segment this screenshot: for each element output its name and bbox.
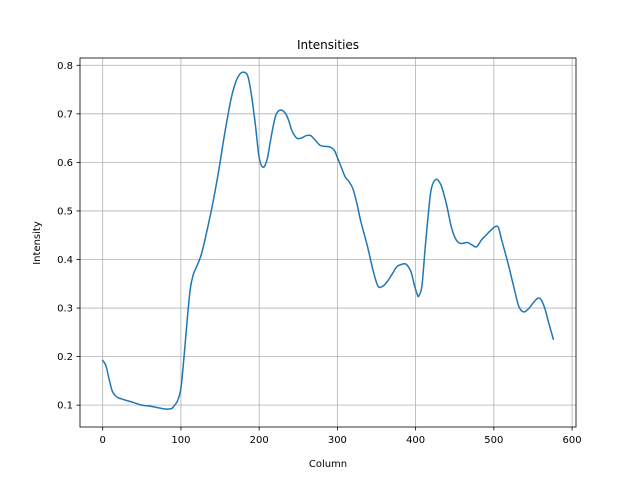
y-tick-label: 0.4 (57, 255, 73, 266)
y-tick-label: 0.3 (57, 304, 73, 315)
x-tick-label: 0 (100, 435, 106, 446)
grid (80, 58, 576, 427)
y-tick-label: 0.1 (57, 401, 73, 412)
y-tick-label: 0.5 (57, 206, 73, 217)
x-tick-label: 300 (328, 435, 347, 446)
plot-area-frame (79, 57, 577, 428)
y-tick-label: 0.7 (57, 109, 73, 120)
x-tick-label: 100 (171, 435, 190, 446)
series-line (101, 71, 555, 410)
y-axis-ticks: 0.1 0.2 0.3 0.4 0.5 0.6 0.7 0.8 (57, 61, 80, 412)
y-tick-label: 0.2 (57, 352, 73, 363)
x-axis-ticks: 0 100 200 300 400 500 600 (100, 427, 582, 446)
y-tick-label: 0.6 (57, 158, 73, 169)
x-tick-label: 400 (406, 435, 425, 446)
x-tick-label: 200 (250, 435, 269, 446)
x-tick-label: 500 (484, 435, 503, 446)
x-axis-label: Column (309, 459, 347, 470)
y-axis-label: Intensity (32, 221, 43, 265)
chart-title: Intensities (297, 38, 359, 52)
y-tick-label: 0.8 (57, 61, 73, 72)
x-tick-label: 600 (563, 435, 582, 446)
